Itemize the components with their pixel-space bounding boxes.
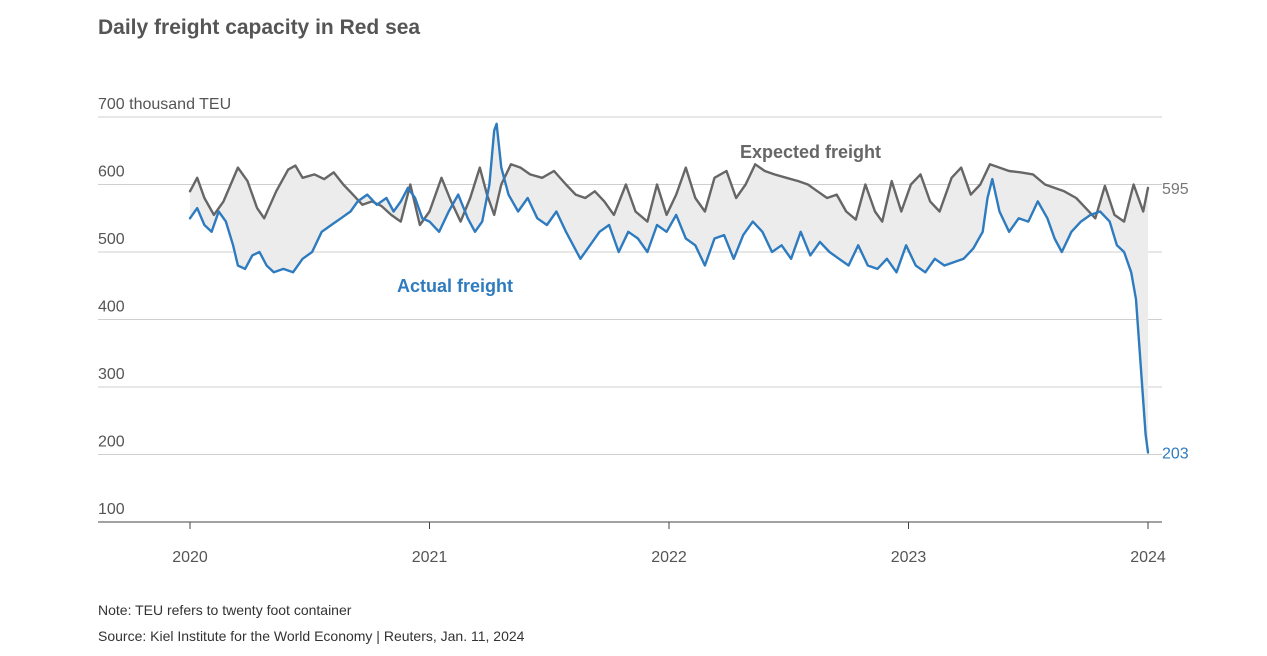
y-tick-label-400: 400	[98, 299, 125, 316]
x-tick-label-2022: 2022	[651, 549, 687, 566]
y-tick-label-700: 700 thousand TEU	[98, 96, 231, 113]
actual-freight-line	[188, 122, 1150, 454]
expected-freight-end-label: 595	[1162, 181, 1189, 198]
series-lines	[188, 122, 1150, 454]
x-axis-ticks: 2020 2021 2022 2023 2024	[172, 522, 1166, 566]
y-tick-label-600: 600	[98, 164, 125, 181]
series-labels: Expected freight Actual freight	[397, 142, 881, 296]
y-tick-label-200: 200	[98, 434, 125, 451]
gap-fill-area	[190, 123, 1148, 453]
chart-source: Source: Kiel Institute for the World Eco…	[98, 628, 525, 644]
end-labels: 595 203	[1162, 181, 1189, 463]
chart-title: Daily freight capacity in Red sea	[98, 16, 421, 39]
x-tick-label-2021: 2021	[412, 549, 448, 566]
x-tick-label-2024: 2024	[1130, 549, 1166, 566]
x-tick-label-2023: 2023	[891, 549, 927, 566]
y-tick-label-500: 500	[98, 231, 125, 248]
x-tick-label-2020: 2020	[172, 549, 208, 566]
chart-note: Note: TEU refers to twenty foot containe…	[98, 602, 352, 618]
y-tick-label-300: 300	[98, 366, 125, 383]
y-axis-tick-labels: 100 200 300 400 500 600 700 thousand TEU	[98, 96, 231, 518]
actual-freight-label: Actual freight	[397, 276, 513, 296]
expected-freight-label: Expected freight	[740, 142, 881, 162]
expected-freight-line	[188, 163, 1150, 227]
y-tick-label-100: 100	[98, 501, 125, 518]
actual-freight-end-label: 203	[1162, 445, 1189, 462]
